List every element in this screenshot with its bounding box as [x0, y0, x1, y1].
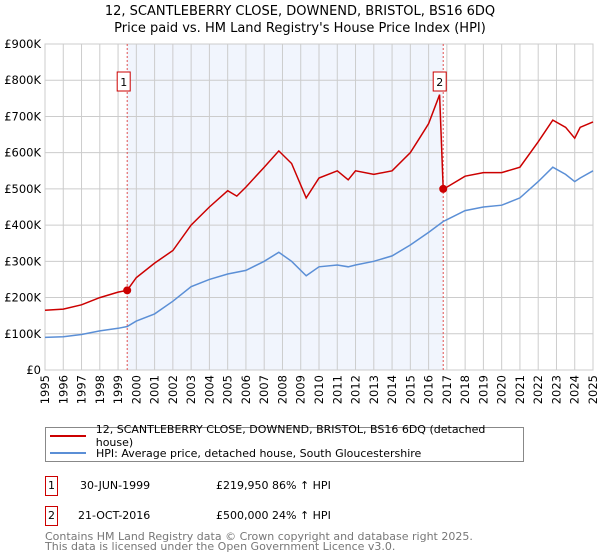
legend-item-property: 12, SCANTLEBERRY CLOSE, DOWNEND, BRISTOL… [50, 423, 523, 449]
footer: Contains HM Land Registry data © Crown c… [45, 530, 473, 553]
transaction-price: £219,950 [216, 479, 269, 492]
x-tick-label: 2003 [184, 375, 198, 404]
x-tick-label: 2009 [294, 375, 308, 404]
y-tick-label: £200K [4, 291, 41, 305]
x-tick-label: 2017 [440, 375, 454, 404]
x-tick-label: 2008 [275, 375, 289, 404]
plot-border [44, 43, 594, 371]
sale-point [123, 286, 132, 295]
shaded-period [127, 44, 444, 370]
chart-title: 12, SCANTLEBERRY CLOSE, DOWNEND, BRISTOL… [104, 4, 496, 19]
x-tick-label: 2016 [422, 375, 436, 404]
x-tick-label: 2004 [202, 375, 216, 404]
series-line [44, 166, 594, 339]
chart-subtitle: Price paid vs. HM Land Registry's House … [114, 21, 486, 36]
x-tick-label: 2002 [166, 375, 180, 404]
x-tick-label: 2015 [403, 375, 417, 404]
x-tick-label: 2023 [549, 375, 563, 404]
x-tick-label: 2007 [257, 375, 271, 404]
sale-label: 2 [436, 76, 443, 89]
legend-item-hpi: HPI: Average price, detached house, Sout… [50, 445, 421, 461]
x-tick-label: 2021 [513, 375, 527, 404]
y-tick-label: £400K [4, 218, 41, 232]
legend-label: HPI: Average price, detached house, Sout… [96, 446, 422, 460]
sale-point [439, 184, 448, 193]
x-tick-label: 2006 [239, 375, 253, 404]
footer-licence: This data is licensed under the Open Gov… [45, 540, 396, 553]
legend: 12, SCANTLEBERRY CLOSE, DOWNEND, BRISTOL… [45, 423, 524, 462]
x-tick-label: 2005 [221, 375, 235, 404]
y-tick-label: £700K [4, 109, 41, 123]
x-tick-label: 2019 [476, 375, 490, 404]
transaction-badge: 1 [45, 476, 58, 496]
legend-swatch-red [50, 435, 86, 437]
x-tick-label: 2012 [349, 375, 363, 404]
transaction-hpi: 86% ↑ HPI [272, 479, 331, 492]
y-tick-label: £500K [4, 182, 41, 196]
x-tick-label: 2020 [495, 375, 509, 404]
y-tick-label: £900K [4, 37, 41, 51]
x-tick-label: 2025 [586, 375, 600, 404]
transaction-date: 21-OCT-2016 [78, 509, 151, 522]
x-tick-label: 1997 [75, 375, 89, 404]
sale-label-box [116, 71, 131, 92]
footer-copyright: Contains HM Land Registry data © Crown c… [45, 530, 473, 543]
transaction-hpi: 24% ↑ HPI [272, 509, 331, 522]
x-tick-label: 1998 [93, 375, 107, 404]
transaction-date: 30-JUN-1999 [80, 479, 151, 492]
x-tick-label: 1995 [38, 375, 52, 404]
x-tick-label: 2014 [385, 375, 399, 404]
x-tick-label: 2001 [148, 375, 162, 404]
x-tick-label: 2013 [367, 375, 381, 404]
x-tick-label: 2022 [531, 375, 545, 404]
x-tick-label: 2018 [458, 375, 472, 404]
sale-label: 1 [120, 76, 127, 89]
y-tick-label: £100K [4, 327, 41, 341]
y-tick-label: £600K [4, 146, 41, 160]
price-chart: £0 £100K £200K £300K £400K £500K £600K £700K £80… [4, 37, 600, 404]
legend-label: 12, SCANTLEBERRY CLOSE, DOWNEND, BRISTOL… [95, 423, 486, 449]
transaction-price: £500,000 [216, 509, 269, 522]
x-tick-label: 1996 [56, 375, 70, 404]
transaction-badge: 2 [45, 506, 58, 526]
series-line [44, 94, 594, 311]
x-tick-label: 2000 [129, 375, 143, 404]
y-tick-label: £300K [4, 254, 41, 268]
x-tick-label: 2010 [312, 375, 326, 404]
x-tick-label: 1999 [111, 375, 125, 404]
y-tick-label: £0 [26, 363, 41, 377]
y-tick-label: £800K [4, 73, 41, 87]
legend-swatch-blue [50, 452, 86, 454]
x-tick-label: 2024 [568, 375, 582, 404]
x-tick-label: 2011 [330, 375, 344, 404]
sale-label-box [432, 71, 447, 92]
